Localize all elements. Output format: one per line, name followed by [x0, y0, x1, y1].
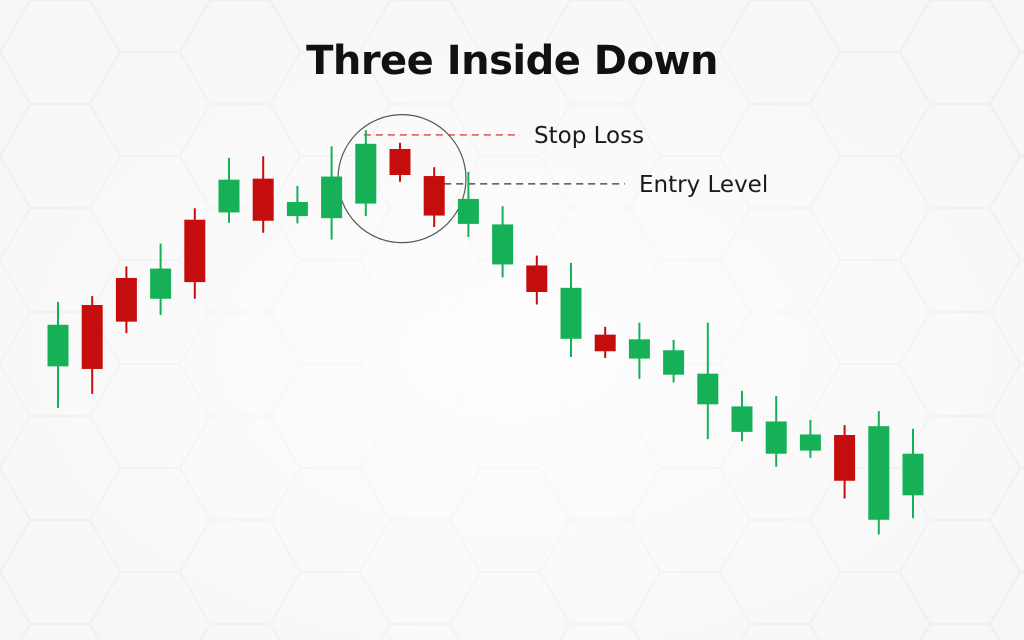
bullish-candle — [902, 453, 924, 496]
entry-level-label: Entry Level — [639, 172, 768, 198]
bullish-candle — [697, 373, 719, 405]
bearish-candle — [81, 305, 103, 369]
bearish-candle — [115, 277, 137, 322]
bullish-candle — [799, 434, 821, 451]
bullish-candle — [150, 268, 172, 299]
bullish-candle — [355, 143, 377, 204]
bullish-candle — [47, 324, 69, 367]
bearish-candle — [252, 178, 274, 221]
bullish-candle — [218, 179, 240, 213]
bearish-candle — [834, 435, 856, 481]
bearish-candle — [423, 176, 445, 216]
bullish-candle — [628, 339, 650, 359]
bullish-candle — [731, 406, 753, 432]
bearish-candle — [389, 149, 411, 175]
bullish-candle — [457, 198, 479, 224]
chart-title: Three Inside Down — [306, 38, 718, 84]
bullish-candle — [321, 176, 343, 219]
stop-loss-label: Stop Loss — [534, 123, 644, 149]
bullish-candle — [765, 421, 787, 454]
bearish-candle — [526, 265, 548, 292]
bullish-candle — [560, 287, 582, 339]
bearish-candle — [594, 334, 616, 352]
bullish-candle — [286, 202, 308, 217]
bullish-candle — [663, 350, 685, 375]
bearish-candle — [184, 219, 206, 283]
bullish-candle — [492, 224, 514, 265]
bullish-candle — [868, 426, 890, 520]
